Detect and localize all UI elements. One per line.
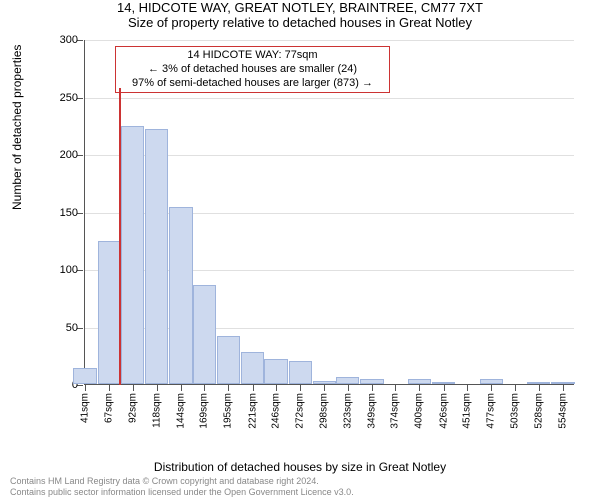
x-tick xyxy=(372,385,373,391)
marker-line xyxy=(119,88,121,385)
histogram-bar xyxy=(551,382,574,384)
x-tick xyxy=(85,385,86,391)
histogram-bar xyxy=(432,382,455,384)
histogram-bar xyxy=(527,382,550,384)
chart-area: 14 HIDCOTE WAY: 77sqm ← 3% of detached h… xyxy=(54,40,574,420)
x-tick xyxy=(467,385,468,391)
histogram-bar xyxy=(336,377,359,384)
y-tick-label: 150 xyxy=(60,207,78,219)
x-tick xyxy=(539,385,540,391)
x-tick xyxy=(228,385,229,391)
x-tick-label: 92sqm xyxy=(127,393,138,423)
x-tick xyxy=(109,385,110,391)
x-tick xyxy=(133,385,134,391)
x-tick-label: 298sqm xyxy=(319,393,330,429)
x-tick-label: 349sqm xyxy=(366,393,377,429)
footer-line-2: Contains public sector information licen… xyxy=(10,487,354,498)
histogram-bar xyxy=(217,336,240,384)
x-tick-label: 451sqm xyxy=(461,393,472,429)
x-tick-label: 195sqm xyxy=(223,393,234,429)
y-tick-label: 100 xyxy=(60,264,78,276)
histogram-bar xyxy=(193,285,216,384)
x-tick xyxy=(395,385,396,391)
histogram-bar xyxy=(360,379,383,384)
histogram-bar xyxy=(264,359,287,384)
histogram-bar xyxy=(169,207,192,384)
x-tick-label: 503sqm xyxy=(510,393,521,429)
x-tick-label: 169sqm xyxy=(199,393,210,429)
plot-region: 14 HIDCOTE WAY: 77sqm ← 3% of detached h… xyxy=(84,40,574,385)
histogram-bar xyxy=(313,381,336,384)
y-tick-label: 250 xyxy=(60,92,78,104)
y-tick-label: 300 xyxy=(60,34,78,46)
grid-line xyxy=(85,40,574,41)
chart-title: 14, HIDCOTE WAY, GREAT NOTLEY, BRAINTREE… xyxy=(0,0,600,15)
histogram-bar xyxy=(408,379,431,384)
x-tick-label: 528sqm xyxy=(533,393,544,429)
x-tick xyxy=(181,385,182,391)
footer-line-1: Contains HM Land Registry data © Crown c… xyxy=(10,476,354,487)
x-tick xyxy=(515,385,516,391)
annotation-box: 14 HIDCOTE WAY: 77sqm ← 3% of detached h… xyxy=(115,46,390,93)
x-tick xyxy=(324,385,325,391)
x-tick-label: 41sqm xyxy=(80,393,91,423)
x-tick-label: 67sqm xyxy=(104,393,115,423)
histogram-bar xyxy=(289,361,312,384)
grid-line xyxy=(85,98,574,99)
histogram-bar xyxy=(145,129,168,384)
x-tick-label: 477sqm xyxy=(486,393,497,429)
annotation-line-1: 14 HIDCOTE WAY: 77sqm xyxy=(122,49,383,63)
x-tick xyxy=(419,385,420,391)
y-axis-label: Number of detached properties xyxy=(10,45,24,210)
x-tick xyxy=(491,385,492,391)
y-tick-label: 200 xyxy=(60,149,78,161)
x-tick-label: 272sqm xyxy=(295,393,306,429)
x-tick-label: 374sqm xyxy=(390,393,401,429)
x-tick-label: 118sqm xyxy=(151,393,162,428)
x-tick xyxy=(348,385,349,391)
x-tick xyxy=(157,385,158,391)
x-tick-label: 426sqm xyxy=(438,393,449,429)
histogram-bar xyxy=(480,379,503,384)
x-tick xyxy=(300,385,301,391)
annotation-line-2: ← 3% of detached houses are smaller (24) xyxy=(122,63,383,77)
annotation-line-3: 97% of semi-detached houses are larger (… xyxy=(122,77,383,91)
x-tick xyxy=(276,385,277,391)
x-tick xyxy=(204,385,205,391)
x-tick-label: 221sqm xyxy=(247,393,258,429)
histogram-bar xyxy=(98,241,121,384)
x-axis-label: Distribution of detached houses by size … xyxy=(0,460,600,474)
x-tick-label: 323sqm xyxy=(342,393,353,429)
footer-attribution: Contains HM Land Registry data © Crown c… xyxy=(10,476,354,498)
x-tick xyxy=(253,385,254,391)
x-tick-label: 144sqm xyxy=(175,393,186,429)
chart-subtitle: Size of property relative to detached ho… xyxy=(0,15,600,30)
x-tick-label: 554sqm xyxy=(557,393,568,429)
histogram-bar xyxy=(121,126,144,384)
x-tick xyxy=(563,385,564,391)
x-tick-label: 246sqm xyxy=(270,393,281,429)
y-tick-label: 50 xyxy=(66,322,78,334)
x-tick xyxy=(444,385,445,391)
histogram-bar xyxy=(241,352,264,384)
x-tick-label: 400sqm xyxy=(414,393,425,429)
histogram-bar xyxy=(73,368,96,384)
